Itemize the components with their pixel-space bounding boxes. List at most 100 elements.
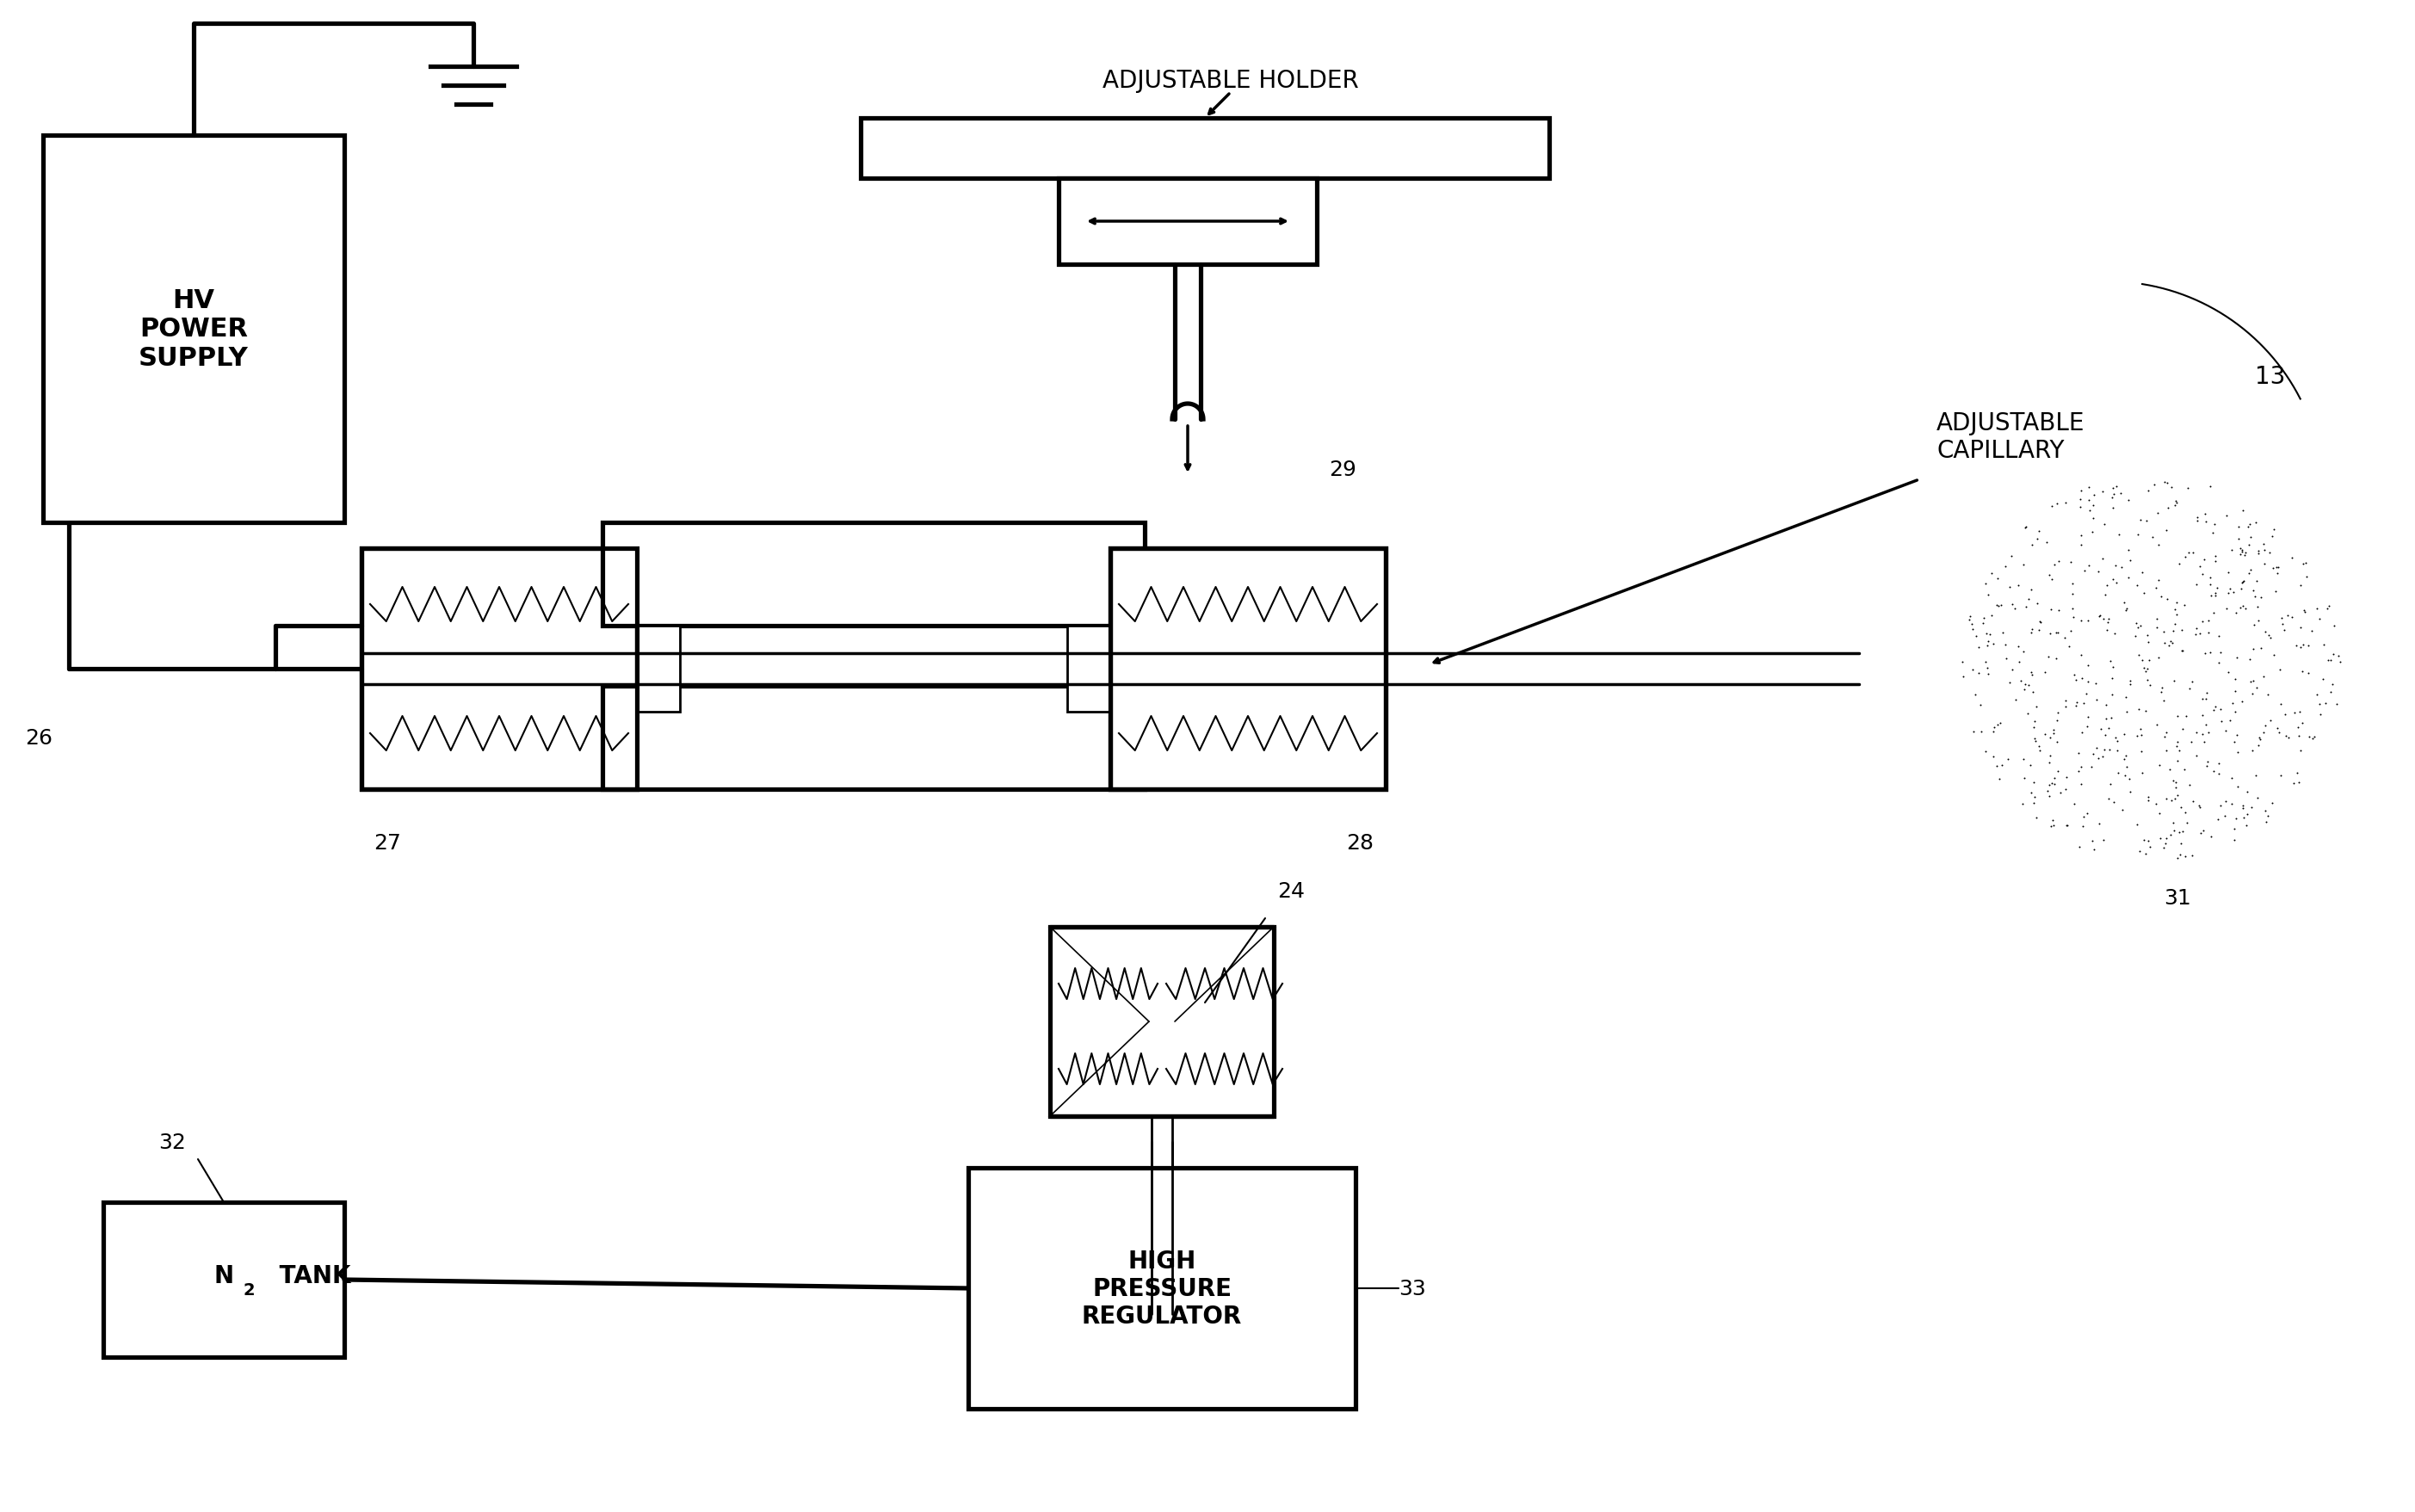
Point bbox=[2130, 649, 2169, 673]
Point bbox=[2065, 559, 2103, 584]
Point bbox=[2161, 842, 2200, 866]
Point bbox=[2200, 652, 2239, 676]
Point bbox=[2094, 791, 2132, 815]
Point bbox=[2067, 705, 2106, 729]
Point bbox=[2244, 538, 2282, 562]
Point bbox=[2164, 820, 2202, 844]
Point bbox=[2241, 585, 2280, 609]
Point bbox=[2183, 818, 2222, 842]
Point bbox=[2190, 565, 2229, 590]
Point bbox=[2007, 594, 2046, 618]
Point bbox=[2079, 747, 2118, 771]
Bar bbox=[1058, 178, 1316, 265]
Point bbox=[2285, 634, 2323, 658]
Point bbox=[2082, 717, 2120, 741]
Point bbox=[2246, 714, 2285, 738]
Text: 29: 29 bbox=[1328, 460, 1357, 479]
Point bbox=[2239, 538, 2277, 562]
Point bbox=[2062, 667, 2101, 691]
Point bbox=[2053, 572, 2091, 596]
Point bbox=[1990, 747, 2029, 771]
Point bbox=[2123, 723, 2161, 747]
Point bbox=[2210, 561, 2248, 585]
Point bbox=[2159, 705, 2198, 729]
Point bbox=[2186, 641, 2224, 665]
Point bbox=[2176, 744, 2215, 768]
Point bbox=[2111, 780, 2149, 804]
Point bbox=[2014, 680, 2053, 705]
Point bbox=[2125, 699, 2164, 723]
Point bbox=[2186, 686, 2224, 711]
Point bbox=[2263, 764, 2301, 788]
Point bbox=[1973, 603, 2012, 627]
Point bbox=[2014, 791, 2053, 815]
Point bbox=[2227, 597, 2265, 621]
Point bbox=[2273, 605, 2311, 629]
Text: 2: 2 bbox=[242, 1282, 254, 1299]
Point bbox=[2270, 726, 2309, 750]
Point bbox=[2077, 671, 2116, 696]
Text: 13: 13 bbox=[2256, 364, 2285, 389]
Text: HV
POWER
SUPPLY: HV POWER SUPPLY bbox=[138, 289, 249, 370]
Point bbox=[2106, 723, 2145, 747]
Point bbox=[2282, 659, 2321, 683]
Point bbox=[2009, 673, 2048, 697]
Point bbox=[2164, 638, 2202, 662]
Point bbox=[2125, 656, 2164, 680]
Point bbox=[1966, 650, 2004, 674]
Point bbox=[2108, 538, 2147, 562]
Point bbox=[1980, 711, 2019, 735]
Point bbox=[2137, 792, 2176, 816]
Point bbox=[2186, 510, 2224, 534]
Point bbox=[1971, 623, 2009, 647]
Point bbox=[2314, 673, 2352, 697]
Point bbox=[2099, 729, 2137, 753]
Point bbox=[2198, 807, 2236, 832]
Point bbox=[2289, 634, 2328, 658]
Point bbox=[2070, 475, 2108, 499]
Point bbox=[2062, 496, 2101, 520]
Point bbox=[2108, 488, 2147, 513]
Point bbox=[2282, 711, 2321, 735]
Point bbox=[2038, 549, 2077, 573]
Point bbox=[2120, 717, 2159, 741]
Point bbox=[1978, 567, 2017, 591]
Point bbox=[2188, 680, 2227, 705]
Point bbox=[2033, 809, 2072, 833]
Point bbox=[2128, 668, 2166, 692]
Point bbox=[2147, 588, 2186, 612]
Point bbox=[2038, 599, 2077, 623]
Point bbox=[2123, 739, 2161, 764]
Point bbox=[2074, 482, 2113, 507]
Point bbox=[1951, 612, 1990, 637]
Point bbox=[2183, 723, 2222, 747]
Point bbox=[2200, 641, 2239, 665]
Point bbox=[2159, 847, 2198, 871]
Point bbox=[2239, 609, 2277, 634]
Point bbox=[2084, 829, 2123, 853]
Point bbox=[2096, 475, 2135, 499]
Point bbox=[2215, 581, 2253, 605]
Point bbox=[2046, 696, 2084, 720]
Point bbox=[2231, 795, 2270, 820]
Point bbox=[2145, 724, 2183, 748]
Point bbox=[1963, 612, 2002, 637]
Point bbox=[2275, 702, 2314, 726]
Point bbox=[2004, 792, 2043, 816]
Point bbox=[2094, 496, 2132, 520]
Point bbox=[2190, 573, 2229, 597]
Point bbox=[2157, 494, 2195, 519]
Point bbox=[2065, 691, 2103, 715]
Point bbox=[2062, 523, 2101, 547]
Point bbox=[2186, 547, 2224, 572]
Point bbox=[2188, 609, 2227, 634]
Point bbox=[1983, 753, 2021, 777]
Bar bbox=[362, 549, 638, 789]
Point bbox=[2135, 473, 2174, 497]
Point bbox=[2304, 634, 2343, 658]
Point bbox=[1990, 671, 2029, 696]
Point bbox=[2033, 813, 2072, 838]
Point bbox=[2074, 494, 2113, 519]
Point bbox=[2217, 646, 2256, 670]
Point bbox=[2091, 706, 2130, 730]
